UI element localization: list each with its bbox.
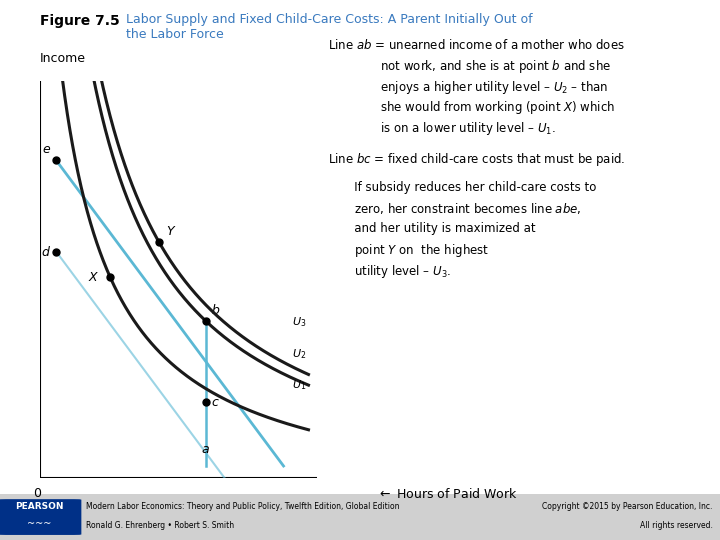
Text: Line $bc$ = fixed child-care costs that must be paid.: Line $bc$ = fixed child-care costs that … [328, 151, 625, 168]
Text: Copyright ©2015 by Pearson Education, Inc.: Copyright ©2015 by Pearson Education, In… [542, 502, 713, 511]
Text: is on a lower utility level – $U_1$.: is on a lower utility level – $U_1$. [328, 120, 555, 137]
Text: $\leftarrow$ Hours of Paid Work: $\leftarrow$ Hours of Paid Work [377, 487, 518, 501]
Text: $X$: $X$ [88, 271, 99, 284]
Text: If subsidy reduces her child-care costs to: If subsidy reduces her child-care costs … [328, 181, 596, 194]
Text: $Y$: $Y$ [166, 225, 176, 238]
Text: Income: Income [40, 52, 86, 65]
Point [50, 156, 62, 165]
FancyBboxPatch shape [0, 499, 81, 535]
Text: All rights reserved.: All rights reserved. [640, 521, 713, 530]
Text: $c$: $c$ [212, 396, 220, 409]
Text: the Labor Force: the Labor Force [126, 28, 224, 41]
Text: $U_2$: $U_2$ [292, 347, 306, 361]
Text: and her utility is maximized at: and her utility is maximized at [328, 222, 535, 235]
Text: not work, and she is at point $b$ and she: not work, and she is at point $b$ and sh… [328, 58, 611, 75]
Text: point $Y$ on  the highest: point $Y$ on the highest [328, 242, 489, 259]
Text: ~~~: ~~~ [27, 519, 52, 529]
Text: $e$: $e$ [42, 144, 50, 157]
Text: Line $ab$ = unearned income of a mother who does: Line $ab$ = unearned income of a mother … [328, 38, 624, 52]
Point [153, 238, 165, 246]
Text: PEARSON: PEARSON [15, 502, 64, 511]
Text: $d$: $d$ [41, 245, 50, 259]
Text: Figure 7.5: Figure 7.5 [40, 14, 120, 28]
Text: enjoys a higher utility level – $U_2$ – than: enjoys a higher utility level – $U_2$ – … [328, 79, 608, 96]
Text: she would from working (point $X$) which: she would from working (point $X$) which [328, 99, 615, 116]
Text: 0: 0 [33, 487, 42, 500]
Text: $U_3$: $U_3$ [292, 315, 306, 329]
Text: utility level – $U_3$.: utility level – $U_3$. [328, 263, 451, 280]
Text: $b$: $b$ [212, 303, 221, 317]
Text: Labor Supply and Fixed Child-Care Costs: A Parent Initially Out of: Labor Supply and Fixed Child-Care Costs:… [126, 14, 533, 26]
Text: $U_1$: $U_1$ [292, 379, 306, 393]
Text: Modern Labor Economics: Theory and Public Policy, Twelfth Edition, Global Editio: Modern Labor Economics: Theory and Publi… [86, 502, 400, 511]
Point [104, 273, 116, 282]
Point [50, 247, 62, 256]
Text: zero, her constraint becomes line $abe$,: zero, her constraint becomes line $abe$, [328, 201, 581, 217]
Text: $a$: $a$ [202, 443, 210, 456]
Point [200, 398, 212, 407]
Point [200, 317, 212, 326]
Text: Ronald G. Ehrenberg • Robert S. Smith: Ronald G. Ehrenberg • Robert S. Smith [86, 521, 235, 530]
